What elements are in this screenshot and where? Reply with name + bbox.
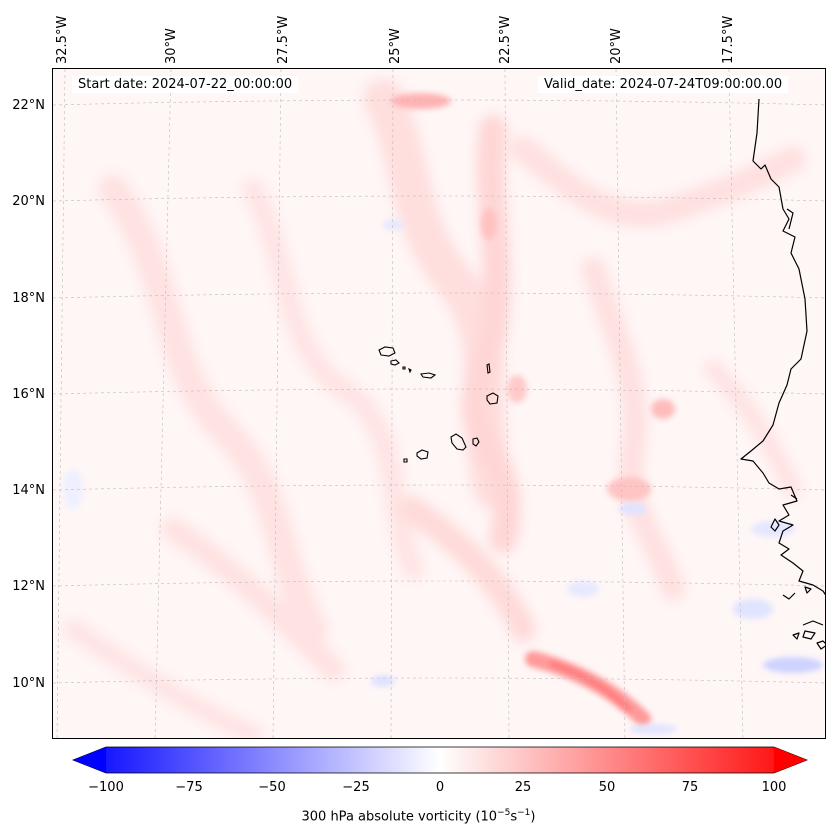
lon-label-17-5w: 17.5°W	[721, 15, 736, 64]
valid-date-label: Valid_date: 2024-07-24T09:00:00.00	[538, 76, 789, 93]
lon-label-30w: 30°W	[164, 28, 179, 64]
colorbar-label-end: )	[530, 809, 536, 825]
colorbar-tick-25: 25	[514, 780, 532, 795]
colorbar-tick-neg100: −100	[88, 780, 124, 795]
colorbar-label-unit: s	[510, 809, 518, 825]
lat-label-14n: 14°N	[12, 483, 45, 498]
colorbar-tick-100: 100	[761, 780, 787, 795]
graticule	[53, 69, 825, 738]
colorbar-label-exponent-2: −1	[517, 808, 531, 818]
lon-label-22-5w: 22.5°W	[498, 15, 513, 64]
colorbar-tick-neg25: −25	[342, 780, 370, 795]
lat-label-10n: 10°N	[12, 676, 45, 691]
colorbar-label-exponent-1: −5	[497, 808, 511, 818]
lat-label-22n: 22°N	[12, 98, 45, 113]
colorbar	[72, 746, 808, 774]
colorbar-body	[72, 746, 808, 774]
vorticity-field	[53, 69, 825, 738]
colorbar-tick-neg50: −50	[258, 780, 286, 795]
colorbar-tick-neg75: −75	[175, 780, 203, 795]
negative-vorticity-patches	[63, 220, 823, 734]
colorbar-tick-75: 75	[681, 780, 699, 795]
colorbar-max-extend	[774, 747, 807, 773]
lon-label-27-5w: 27.5°W	[276, 15, 291, 64]
lat-label-20n: 20°N	[12, 194, 45, 209]
positive-vorticity-streaks	[63, 79, 806, 738]
cape-verde-islands	[378, 346, 499, 463]
lat-label-18n: 18°N	[12, 291, 45, 306]
lon-label-20w: 20°W	[609, 28, 624, 64]
colorbar-tick-50: 50	[598, 780, 616, 795]
colorbar-label: 300 hPa absolute vorticity (10−5s−1)	[0, 808, 837, 824]
lat-label-16n: 16°N	[12, 387, 45, 402]
map-panel	[52, 68, 826, 739]
colorbar-tick-0: 0	[435, 780, 445, 795]
lon-label-25w: 25°W	[388, 28, 403, 64]
vorticity-maxima	[391, 93, 675, 727]
colorbar-min-extend	[73, 747, 106, 773]
lon-label-32-5w: 32.5°W	[55, 15, 70, 64]
colorbar-label-main: 300 hPa absolute vorticity (10	[301, 809, 498, 825]
lat-label-12n: 12°N	[12, 579, 45, 594]
african-coastline	[740, 98, 825, 650]
start-date-label: Start date: 2024-07-22_00:00:00	[72, 76, 299, 93]
